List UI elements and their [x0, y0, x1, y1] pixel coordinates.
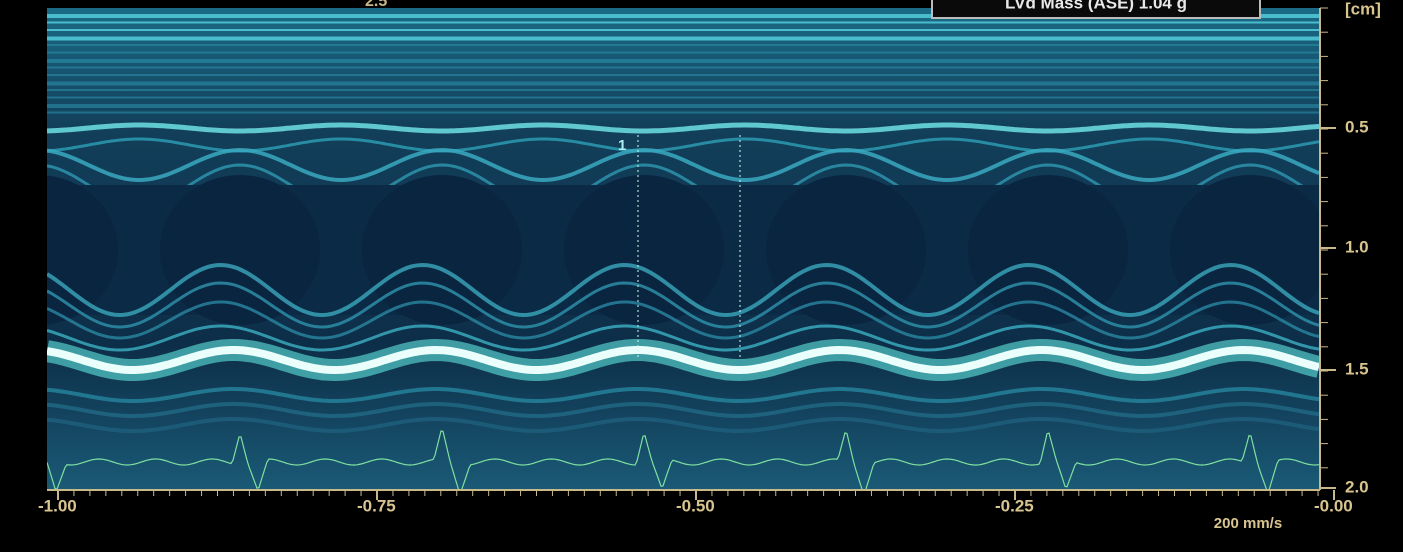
static-band: [47, 44, 1320, 46]
static-band: [47, 22, 1320, 24]
cavity-blob: [160, 175, 320, 325]
static-band: [47, 82, 1320, 86]
ultrasound-screen: 2.5 LVd Mass (ASE) 1.04 g [cm] 1 200 mm/…: [0, 0, 1403, 547]
time-tick-label: -0.75: [357, 496, 396, 515]
static-band: [47, 89, 1320, 91]
static-band: [47, 74, 1320, 76]
cavity-blob: [968, 175, 1128, 325]
static-band: [47, 37, 1320, 41]
sweep-speed: 200 mm/s: [1214, 515, 1282, 532]
static-band: [47, 67, 1320, 69]
cavity-blob: [362, 175, 522, 325]
static-band: [47, 104, 1320, 108]
static-band: [47, 97, 1320, 99]
cavity-blob: [564, 175, 724, 325]
static-band: [47, 59, 1320, 63]
static-band: [47, 29, 1320, 31]
static-band: [47, 52, 1320, 54]
top-label: 2.5: [365, 0, 387, 10]
static-band: [47, 112, 1320, 114]
depth-tick-label: 1.0: [1345, 237, 1369, 256]
depth-unit: [cm]: [1345, 0, 1381, 18]
cavity-blob: [766, 175, 926, 325]
time-tick-label: -1.00: [38, 496, 77, 515]
depth-tick-label: 2.0: [1345, 477, 1369, 496]
depth-tick-label: 1.5: [1345, 359, 1369, 378]
measurement-text: LVd Mass (ASE) 1.04 g: [1005, 0, 1187, 12]
time-tick-label: -0.50: [676, 496, 715, 515]
time-tick-label: -0.25: [995, 496, 1034, 515]
m-mode-image: [0, 8, 1330, 492]
time-tick-label: -0.00: [1314, 496, 1353, 515]
caliper-label: 1: [618, 137, 626, 154]
cavity-blob: [1170, 175, 1330, 325]
page: 2.5 LVd Mass (ASE) 1.04 g [cm] 1 200 mm/…: [0, 0, 1403, 552]
depth-tick-label: 0.5: [1345, 117, 1369, 136]
